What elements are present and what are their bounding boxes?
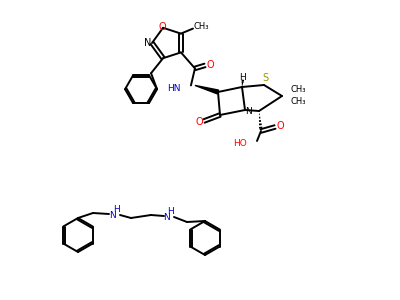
- Text: N: N: [110, 212, 116, 220]
- Text: O: O: [206, 60, 214, 70]
- Text: N: N: [246, 107, 252, 116]
- Text: HN: HN: [168, 84, 181, 93]
- Text: S: S: [262, 73, 268, 83]
- Text: HO: HO: [233, 139, 247, 148]
- Text: N: N: [163, 214, 169, 223]
- Text: H: H: [114, 206, 120, 214]
- Text: O: O: [158, 22, 166, 32]
- Text: H: H: [167, 208, 173, 217]
- Text: CH₃: CH₃: [193, 22, 209, 31]
- Text: CH₃: CH₃: [290, 85, 306, 94]
- Text: N: N: [144, 38, 152, 48]
- Polygon shape: [195, 85, 218, 94]
- Text: H: H: [240, 74, 246, 82]
- Text: CH₃: CH₃: [290, 98, 306, 106]
- Text: O: O: [195, 117, 203, 127]
- Text: O: O: [276, 121, 284, 131]
